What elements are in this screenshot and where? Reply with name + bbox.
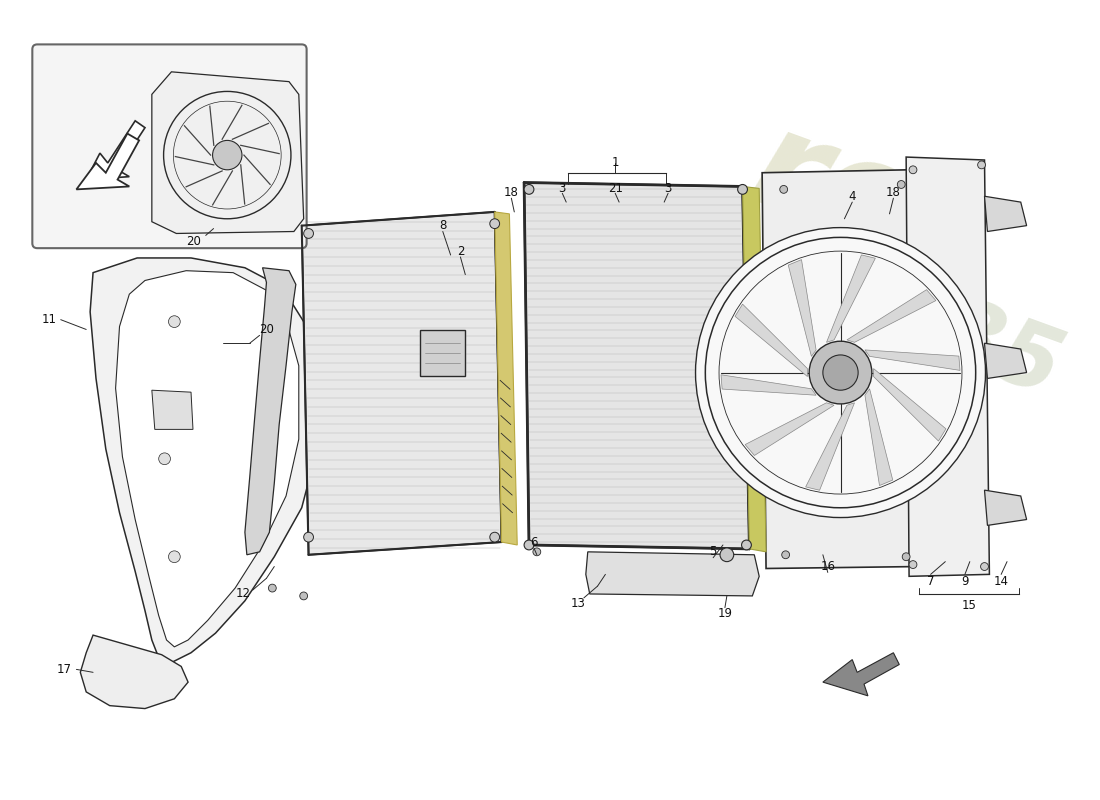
Text: 9: 9 bbox=[961, 574, 969, 588]
Polygon shape bbox=[80, 635, 188, 709]
Text: 21: 21 bbox=[607, 182, 623, 195]
Text: 13: 13 bbox=[571, 598, 585, 610]
Polygon shape bbox=[586, 552, 759, 596]
Polygon shape bbox=[720, 374, 816, 395]
Polygon shape bbox=[116, 270, 299, 647]
Text: 18: 18 bbox=[886, 186, 901, 199]
Polygon shape bbox=[90, 258, 318, 662]
Polygon shape bbox=[762, 170, 918, 569]
Polygon shape bbox=[865, 389, 893, 486]
Polygon shape bbox=[745, 402, 834, 455]
Text: 19: 19 bbox=[717, 607, 733, 620]
Text: 15: 15 bbox=[961, 599, 977, 612]
Polygon shape bbox=[984, 196, 1026, 231]
Text: 14: 14 bbox=[993, 574, 1009, 588]
Text: 3: 3 bbox=[664, 182, 672, 195]
Circle shape bbox=[490, 532, 499, 542]
Text: 2: 2 bbox=[456, 245, 464, 258]
Polygon shape bbox=[495, 212, 517, 545]
Text: 1985: 1985 bbox=[807, 247, 1074, 416]
Text: 7: 7 bbox=[927, 574, 934, 588]
Polygon shape bbox=[823, 653, 900, 696]
Circle shape bbox=[304, 532, 313, 542]
Circle shape bbox=[524, 185, 534, 194]
Text: 5: 5 bbox=[710, 546, 717, 558]
Polygon shape bbox=[826, 255, 876, 342]
Circle shape bbox=[720, 548, 734, 562]
Polygon shape bbox=[873, 369, 946, 441]
Circle shape bbox=[823, 355, 858, 390]
Polygon shape bbox=[865, 350, 960, 370]
Text: 12: 12 bbox=[235, 587, 251, 601]
Polygon shape bbox=[524, 182, 749, 549]
Polygon shape bbox=[152, 390, 192, 430]
Circle shape bbox=[532, 548, 541, 556]
Circle shape bbox=[300, 592, 308, 600]
Text: 4: 4 bbox=[848, 190, 856, 202]
Circle shape bbox=[782, 551, 790, 558]
Circle shape bbox=[980, 562, 989, 570]
Text: 17: 17 bbox=[56, 663, 72, 676]
Polygon shape bbox=[847, 290, 936, 342]
Polygon shape bbox=[76, 134, 139, 190]
Polygon shape bbox=[742, 186, 766, 552]
Polygon shape bbox=[245, 268, 296, 554]
Circle shape bbox=[158, 453, 170, 465]
Circle shape bbox=[909, 561, 917, 569]
Polygon shape bbox=[789, 260, 816, 356]
Circle shape bbox=[898, 181, 905, 189]
Text: res: res bbox=[734, 98, 1010, 310]
Polygon shape bbox=[735, 304, 807, 377]
FancyBboxPatch shape bbox=[420, 330, 465, 375]
Circle shape bbox=[168, 551, 180, 562]
Text: 1: 1 bbox=[612, 157, 619, 170]
Circle shape bbox=[909, 166, 917, 174]
Text: 3: 3 bbox=[559, 182, 566, 195]
Polygon shape bbox=[152, 72, 304, 234]
Text: 11: 11 bbox=[42, 313, 56, 326]
Circle shape bbox=[741, 540, 751, 550]
Circle shape bbox=[304, 229, 313, 238]
Polygon shape bbox=[906, 157, 989, 576]
Circle shape bbox=[780, 186, 788, 194]
Polygon shape bbox=[984, 343, 1026, 378]
FancyBboxPatch shape bbox=[32, 45, 307, 248]
Circle shape bbox=[902, 553, 910, 561]
Circle shape bbox=[978, 161, 986, 169]
Circle shape bbox=[810, 342, 872, 404]
Text: 16: 16 bbox=[821, 560, 835, 573]
Circle shape bbox=[524, 540, 534, 550]
Circle shape bbox=[268, 584, 276, 592]
Text: 6: 6 bbox=[530, 535, 538, 549]
Circle shape bbox=[738, 185, 747, 194]
Circle shape bbox=[212, 141, 242, 170]
Polygon shape bbox=[86, 121, 145, 179]
Circle shape bbox=[168, 316, 180, 327]
Text: 8: 8 bbox=[439, 219, 447, 232]
Text: 18: 18 bbox=[504, 186, 519, 199]
Polygon shape bbox=[301, 212, 502, 554]
Polygon shape bbox=[805, 402, 855, 490]
Circle shape bbox=[490, 218, 499, 229]
Text: 20: 20 bbox=[258, 323, 274, 336]
Text: 20: 20 bbox=[187, 235, 201, 248]
Circle shape bbox=[695, 227, 986, 518]
Polygon shape bbox=[984, 490, 1026, 526]
